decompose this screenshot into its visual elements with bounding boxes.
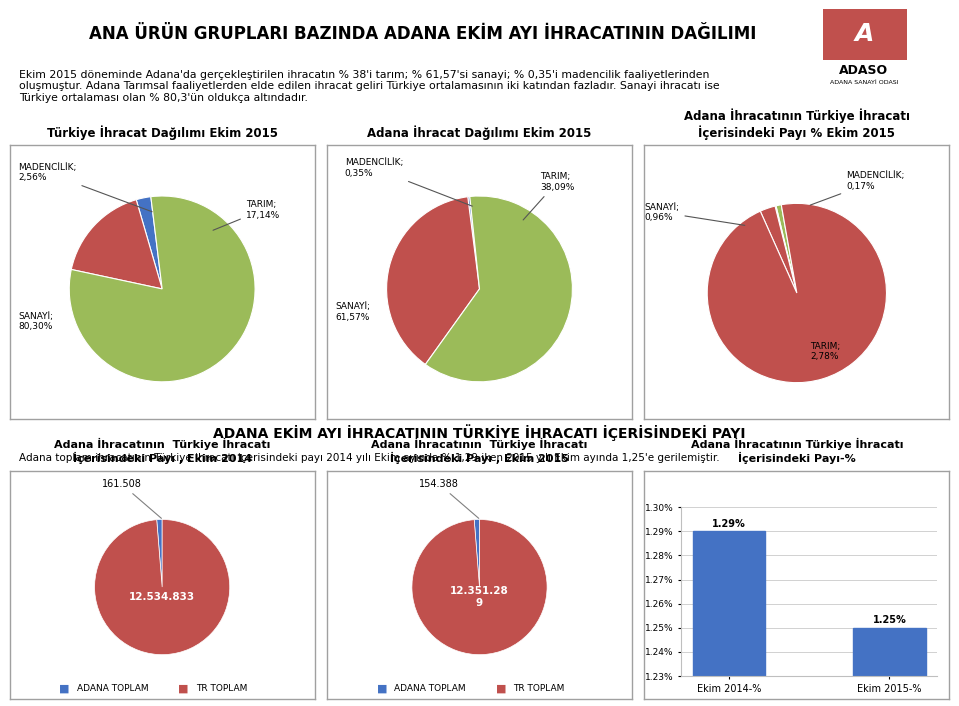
Title: Adana İhracatının Türkiye İhracatı
İçerisindeki Payı % Ekim 2015: Adana İhracatının Türkiye İhracatı İçeri… bbox=[684, 109, 910, 140]
Text: ADANA SANAYİ ODASI: ADANA SANAYİ ODASI bbox=[830, 80, 899, 85]
Text: A: A bbox=[854, 22, 874, 46]
Title: Adana İhracatının  Türkiye İhracatı
İçerisindeki Payı , Ekim 2014: Adana İhracatının Türkiye İhracatı İçeri… bbox=[54, 438, 270, 465]
Bar bbox=[823, 9, 906, 60]
Title: Türkiye İhracat Dağılımı Ekim 2015: Türkiye İhracat Dağılımı Ekim 2015 bbox=[47, 126, 278, 140]
Text: ■: ■ bbox=[496, 683, 506, 694]
Text: ADANA TOPLAM: ADANA TOPLAM bbox=[77, 684, 149, 693]
Text: ADANA TOPLAM: ADANA TOPLAM bbox=[394, 684, 466, 693]
Text: ■: ■ bbox=[59, 683, 70, 694]
Text: ■: ■ bbox=[377, 683, 387, 694]
Text: ADANA EKİM AYI İHRACATININ TÜRKİYE İHRACATI İÇERİSİNDEKİ PAYI: ADANA EKİM AYI İHRACATININ TÜRKİYE İHRAC… bbox=[213, 424, 746, 441]
Text: TR TOPLAM: TR TOPLAM bbox=[513, 684, 565, 693]
Text: Adana toplam ihracatının Türkiye ihracatı içerisindeki payı 2014 yılı Ekim ayınd: Adana toplam ihracatının Türkiye ihracat… bbox=[19, 453, 719, 463]
Title: Adana İhracat Dağılımı Ekim 2015: Adana İhracat Dağılımı Ekim 2015 bbox=[367, 126, 592, 140]
Text: ADASO: ADASO bbox=[839, 64, 889, 77]
Text: TR TOPLAM: TR TOPLAM bbox=[196, 684, 247, 693]
Text: Ekim 2015 döneminde Adana'da gerçekleştirilen ihracatın % 38'i tarım; % 61,57'si: Ekim 2015 döneminde Adana'da gerçekleşti… bbox=[19, 70, 719, 103]
Text: ANA ÜRÜN GRUPLARI BAZINDA ADANA EKİM AYI İHRACATININ DAĞILIMI: ANA ÜRÜN GRUPLARI BAZINDA ADANA EKİM AYI… bbox=[89, 25, 757, 42]
Title: Adana İhracatının  Türkiye İhracatı
İçerisindeki Payı , Ekim 2015: Adana İhracatının Türkiye İhracatı İçeri… bbox=[371, 438, 588, 465]
Text: ■: ■ bbox=[178, 683, 189, 694]
Title: Adana İhracatının Türkiye İhracatı
İçerisindeki Payı-%: Adana İhracatının Türkiye İhracatı İçeri… bbox=[690, 438, 903, 465]
